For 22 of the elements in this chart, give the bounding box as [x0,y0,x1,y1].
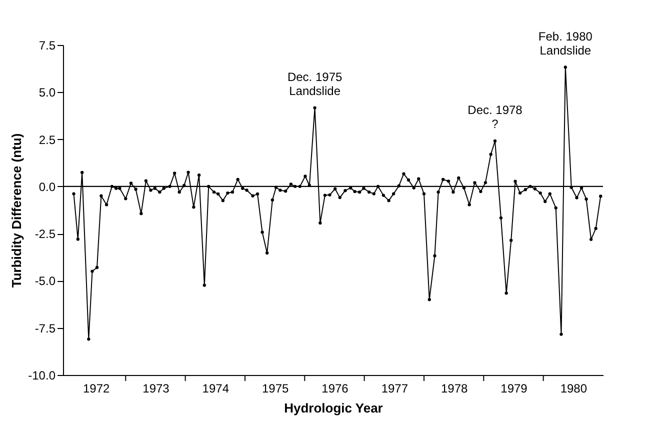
y-tick-label: -2.5 [34,227,56,242]
y-tick-label: 0.0 [38,180,56,194]
annotation: Dec. 1978 ? [468,102,523,131]
y-tick-label: -7.5 [34,321,56,336]
x-tick-label: 1976 [322,382,349,396]
x-tick-label: 1980 [560,382,588,396]
x-axis-title: Hydrologic Year [284,400,383,416]
y-tick-label: -5.0 [34,274,56,288]
x-tick-label: 1977 [381,382,408,396]
y-tick-label: 5.0 [38,86,56,100]
x-tick-label: 1978 [440,382,468,396]
y-axis-title: Turbidity Difference (ntu) [9,133,24,288]
x-tick-label: 1979 [500,382,528,396]
x-tick-label: 1972 [82,382,110,396]
annotation: Dec. 1975 Landslide [287,70,342,98]
y-tick-label: -10.0 [28,368,56,382]
x-tick-label: 1974 [202,382,230,396]
annotation: Feb. 1980 Landslide [538,29,593,58]
x-tick-label: 1973 [142,382,170,396]
y-tick-label: 2.5 [38,132,56,147]
x-tick-label: 1975 [262,382,289,396]
y-tick-label: 7.5 [38,38,56,52]
